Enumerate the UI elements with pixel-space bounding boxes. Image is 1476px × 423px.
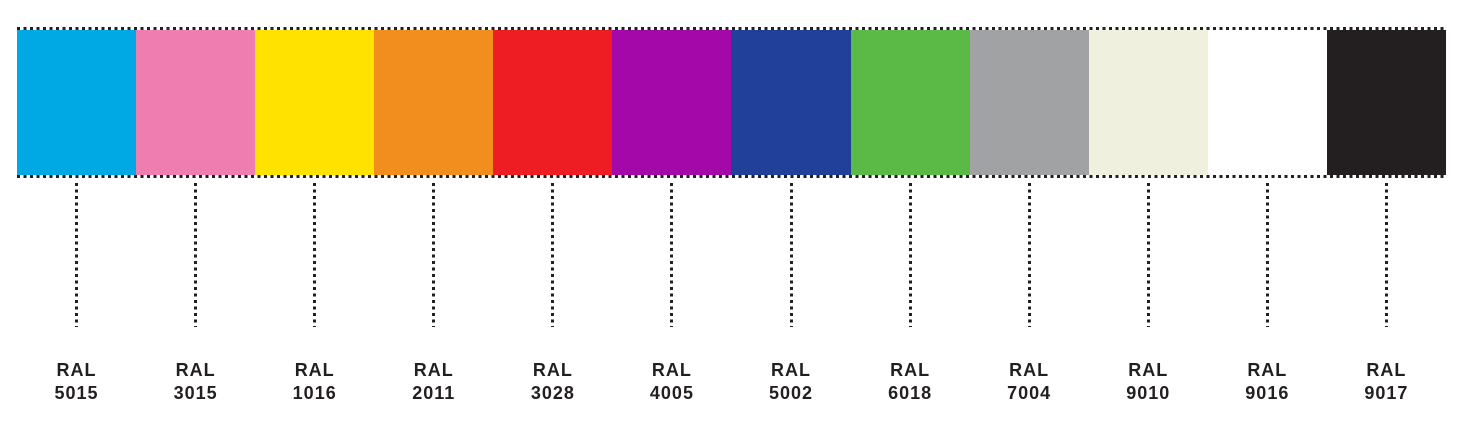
strip-top-dotted-border <box>17 27 1446 30</box>
dotted-leader-line <box>1384 183 1388 327</box>
ral-code: 1016 <box>292 383 337 403</box>
swatch-label: RAL 5015 <box>17 359 136 405</box>
color-swatch-9017 <box>1326 30 1446 175</box>
ral-prefix: RAL <box>532 360 573 380</box>
leader-cell <box>136 178 255 328</box>
ral-code: 3028 <box>530 383 575 403</box>
dotted-leader-line <box>432 183 436 327</box>
color-swatch-9010 <box>1088 30 1208 175</box>
ral-prefix: RAL <box>1366 360 1407 380</box>
ral-prefix: RAL <box>1009 360 1050 380</box>
color-swatch-3015 <box>136 30 256 175</box>
ral-code: 4005 <box>649 383 694 403</box>
ral-prefix: RAL <box>1247 360 1288 380</box>
color-swatch-7004 <box>969 30 1089 175</box>
swatch-label: RAL 4005 <box>612 359 731 405</box>
dotted-leader-line <box>789 183 793 327</box>
ral-prefix: RAL <box>1128 360 1169 380</box>
ral-code: 9010 <box>1126 383 1171 403</box>
swatch-row <box>17 30 1446 175</box>
ral-code: 5015 <box>54 383 99 403</box>
dotted-leader-line <box>194 183 198 327</box>
leader-cell <box>851 178 970 328</box>
swatch-label: RAL 1016 <box>255 359 374 405</box>
ral-prefix: RAL <box>294 360 335 380</box>
leader-cell <box>970 178 1089 328</box>
color-swatch-9016 <box>1207 30 1327 175</box>
ral-code: 3015 <box>173 383 218 403</box>
ral-code: 2011 <box>412 383 456 403</box>
dotted-leader-line <box>313 183 317 327</box>
swatch-label: RAL 9017 <box>1327 359 1446 405</box>
swatch-label: RAL 5002 <box>731 359 850 405</box>
color-swatch-2011 <box>374 30 494 175</box>
swatch-label: RAL 2011 <box>374 359 493 405</box>
label-row: RAL 5015 RAL 3015 RAL 1016 RAL 2011 RAL 3028 RAL 40… <box>17 359 1446 405</box>
ral-code: 6018 <box>888 383 933 403</box>
ral-code: 5002 <box>768 383 814 403</box>
leader-cell <box>731 178 850 328</box>
dotted-leader-line <box>1146 183 1150 327</box>
ral-prefix: RAL <box>413 360 454 380</box>
swatch-label: RAL 3028 <box>493 359 612 405</box>
leader-cell <box>1327 178 1446 328</box>
swatch-label: RAL 9010 <box>1089 359 1208 405</box>
strip-bottom-dotted-border <box>17 175 1446 178</box>
ral-color-chart: RAL 5015 RAL 3015 RAL 1016 RAL 2011 RAL 3028 RAL 40… <box>17 27 1446 405</box>
color-swatch-5002 <box>731 30 851 175</box>
color-swatch-5015 <box>17 30 137 175</box>
ral-code: 7004 <box>1007 383 1052 403</box>
swatch-label: RAL 6018 <box>851 359 970 405</box>
swatch-label: RAL 3015 <box>136 359 255 405</box>
dotted-leader-line <box>908 183 912 327</box>
dotted-leader-line <box>1027 183 1031 327</box>
leader-cell <box>255 178 374 328</box>
color-swatch-1016 <box>255 30 375 175</box>
ral-code: 9017 <box>1364 383 1409 403</box>
dotted-leader-line <box>670 183 674 327</box>
leader-cell <box>1208 178 1327 328</box>
leader-cell <box>1089 178 1208 328</box>
leader-line-row <box>17 178 1446 328</box>
ral-prefix: RAL <box>175 360 216 380</box>
ral-prefix: RAL <box>56 360 97 380</box>
color-swatch-3028 <box>493 30 613 175</box>
color-swatch-4005 <box>612 30 732 175</box>
ral-code: 9016 <box>1245 383 1290 403</box>
leader-cell <box>493 178 612 328</box>
dotted-leader-line <box>75 183 79 327</box>
leader-cell <box>612 178 731 328</box>
leader-cell <box>374 178 493 328</box>
dotted-leader-line <box>1265 183 1269 327</box>
swatch-label: RAL 9016 <box>1208 359 1327 405</box>
leader-cell <box>17 178 136 328</box>
swatch-label: RAL 7004 <box>970 359 1089 405</box>
dotted-leader-line <box>551 183 555 327</box>
ral-prefix: RAL <box>651 360 692 380</box>
color-swatch-6018 <box>850 30 970 175</box>
ral-prefix: RAL <box>771 360 811 380</box>
ral-prefix: RAL <box>890 360 931 380</box>
